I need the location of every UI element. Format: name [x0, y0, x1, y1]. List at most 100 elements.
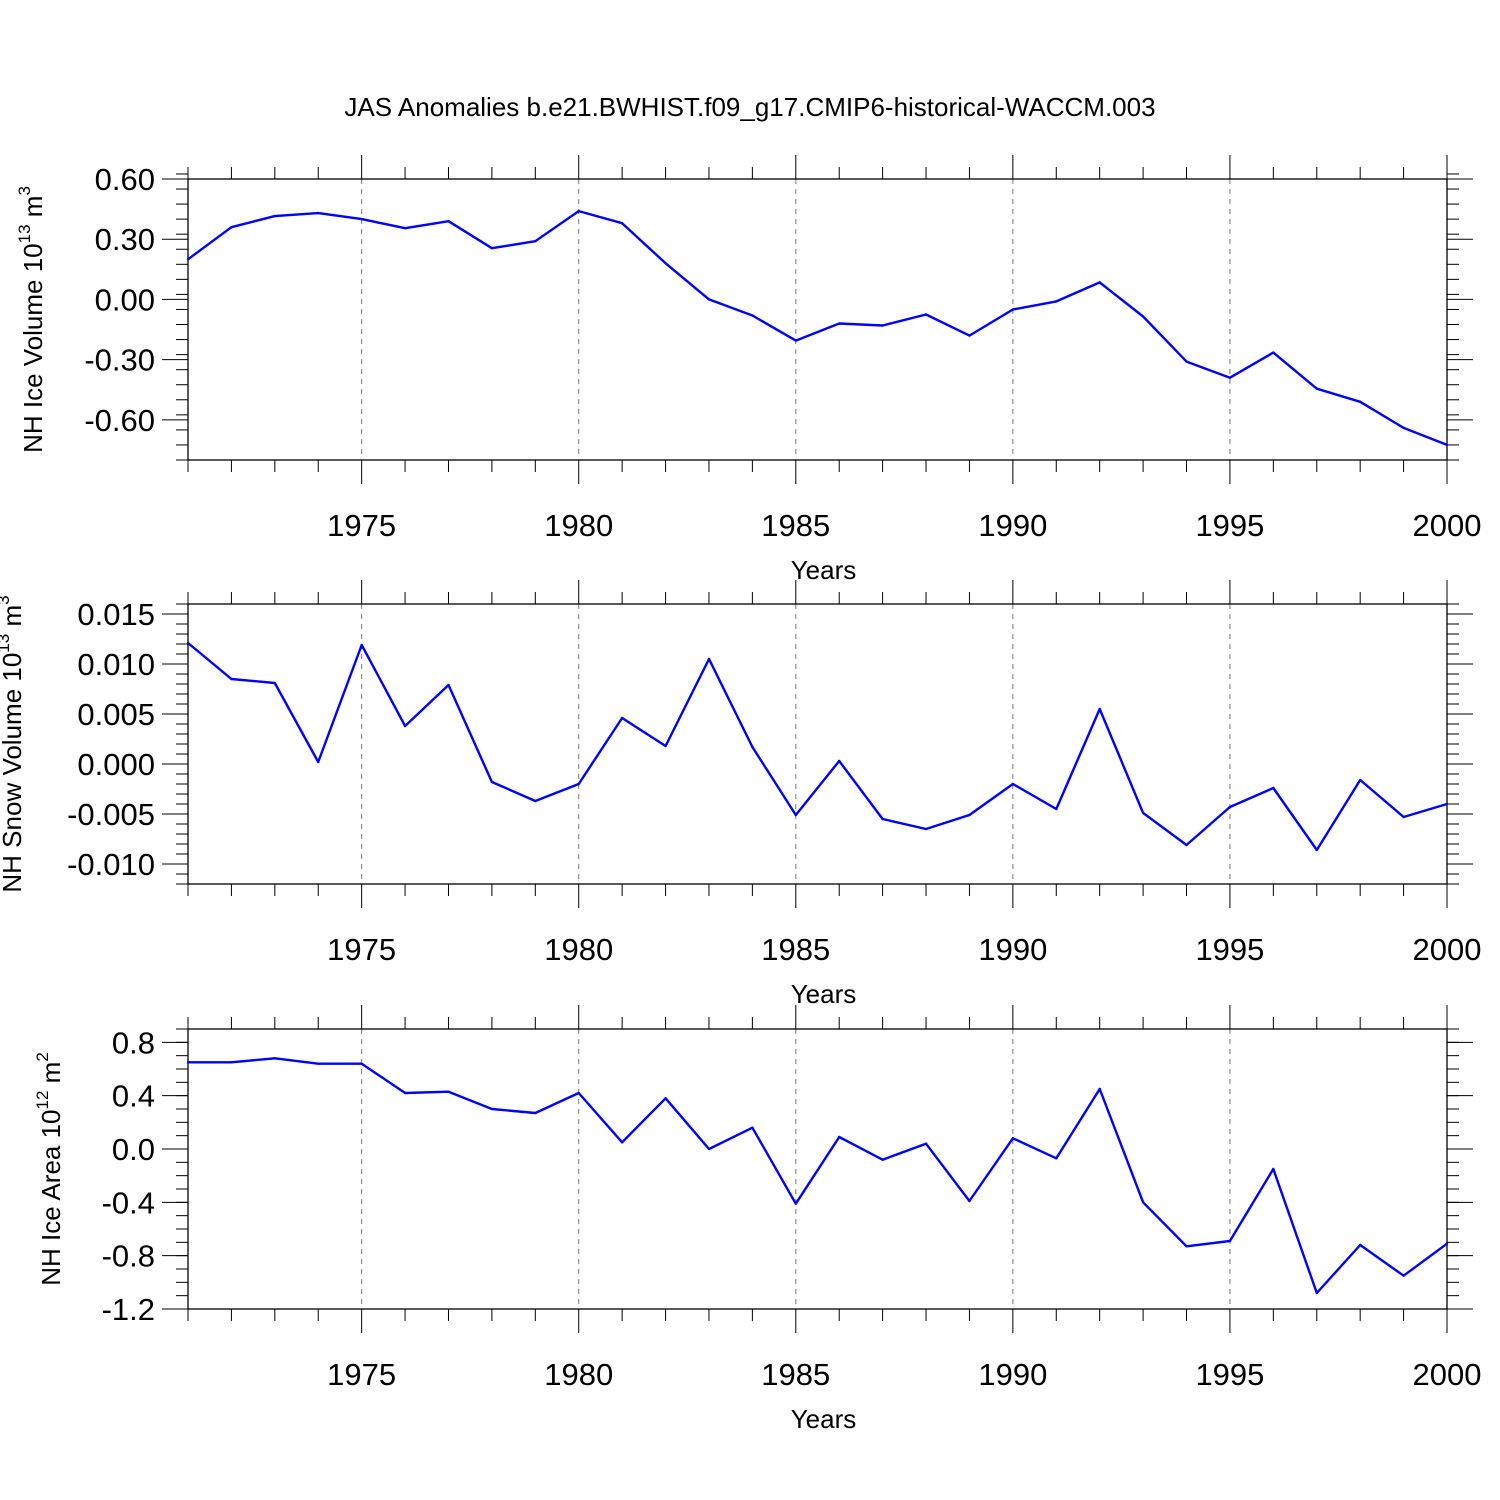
- data-point-1971: [186, 1061, 190, 1064]
- data-point-1985: [794, 813, 797, 817]
- data-point-1982: [664, 262, 667, 265]
- data-point-1991: [1055, 1157, 1058, 1160]
- data-point-1993: [1141, 811, 1145, 815]
- y-tick-label: 0.0: [112, 1132, 155, 1167]
- y-axis-label: NH Ice Area 1012 m2: [33, 1052, 66, 1286]
- data-point-1997: [1315, 1291, 1318, 1295]
- data-point-1973: [273, 214, 277, 218]
- data-point-1998: [1358, 1243, 1362, 1247]
- data-point-1972: [230, 1061, 233, 1064]
- data-point-1992: [1098, 281, 1101, 284]
- data-point-1999: [1402, 1274, 1405, 1277]
- data-point-1980: [577, 209, 580, 213]
- data-point-1987: [881, 1158, 884, 1161]
- y-tick-label: 0.00: [95, 282, 155, 317]
- data-point-1992: [1098, 707, 1101, 711]
- y-tick-label: 0.015: [77, 597, 155, 632]
- data-point-1991: [1055, 300, 1058, 303]
- data-point-1994: [1185, 1245, 1188, 1248]
- data-point-1995: [1228, 805, 1232, 809]
- data-point-1982: [664, 744, 667, 748]
- data-point-1985: [794, 339, 797, 342]
- data-point-1975: [360, 1062, 363, 1065]
- series-line: [187, 642, 1448, 852]
- series-line: [188, 1057, 1448, 1295]
- data-point-1993: [1141, 315, 1145, 318]
- data-point-1996: [1272, 351, 1275, 354]
- data-point-1985: [794, 1202, 797, 1205]
- data-point-1997: [1315, 848, 1318, 852]
- data-point-1995: [1228, 376, 1232, 379]
- data-point-1973: [273, 681, 277, 685]
- x-tick-label-1990: 1990: [978, 508, 1047, 543]
- data-point-1984: [751, 745, 754, 749]
- x-tick-label-1980: 1980: [544, 508, 613, 543]
- data-point-2000: [1445, 802, 1449, 806]
- data-point-1976: [403, 1091, 407, 1095]
- y-tick-label: 0.000: [77, 747, 155, 782]
- data-point-1991: [1055, 807, 1058, 811]
- data-point-1994: [1185, 360, 1188, 363]
- data-point-1986: [838, 322, 841, 325]
- data-point-1989: [968, 813, 971, 817]
- data-point-1982: [664, 1097, 667, 1100]
- plot-frame: [187, 603, 1448, 885]
- data-point-1974: [317, 1062, 320, 1065]
- panel-2: 0.015 0.010 0.005 0.000 -0.005 -0.010 1975 1980…: [0, 580, 1481, 1009]
- data-point-1983: [707, 657, 711, 661]
- y-tick-label: -0.010: [67, 847, 155, 882]
- x-tick-label-2000: 2000: [1413, 1357, 1482, 1392]
- data-point-1989: [968, 334, 971, 337]
- data-point-1986: [838, 759, 841, 763]
- x-tick-label-2000: 2000: [1413, 508, 1482, 543]
- data-point-1996: [1272, 1167, 1275, 1171]
- data-point-1976: [403, 724, 407, 728]
- data-point-1971: [186, 258, 190, 261]
- data-point-1981: [620, 716, 624, 720]
- data-point-1972: [230, 225, 233, 229]
- data-point-1980: [577, 782, 580, 786]
- data-point-1999: [1402, 426, 1405, 430]
- data-point-1984: [751, 314, 754, 317]
- data-point-1992: [1098, 1087, 1101, 1091]
- data-point-1975: [360, 217, 363, 221]
- data-point-1978: [490, 247, 494, 250]
- data-point-1979: [534, 1111, 537, 1115]
- data-point-2000: [1445, 443, 1449, 447]
- data-point-1986: [838, 1135, 841, 1139]
- data-point-1977: [447, 683, 450, 687]
- x-tick-label-1985: 1985: [761, 932, 830, 967]
- data-point-1987: [881, 324, 884, 327]
- x-tick-label-1980: 1980: [544, 1357, 613, 1392]
- data-point-1980: [577, 1091, 580, 1095]
- x-tick-label-1990: 1990: [978, 1357, 1047, 1392]
- x-axis-label: Years: [791, 555, 857, 585]
- series-line: [187, 209, 1448, 447]
- panel-3: 0.8 0.4 0.0 -0.4 -0.8 -1.2 1975 1980 1985 1990 199…: [33, 1005, 1481, 1434]
- y-axis-label: NH Ice Volume 1013 m3: [15, 186, 48, 453]
- x-axis-label: Years: [791, 979, 857, 1009]
- y-tick-label: -1.2: [102, 1292, 155, 1327]
- y-tick-label: -0.60: [84, 403, 155, 438]
- y-tick-label: 0.30: [95, 222, 155, 257]
- data-point-1990: [1011, 782, 1015, 786]
- y-tick-label: 0.8: [112, 1025, 155, 1060]
- x-axis-label: Years: [791, 1404, 857, 1434]
- data-point-1993: [1141, 1201, 1145, 1204]
- y-tick-label: 0.4: [112, 1079, 155, 1114]
- data-point-1988: [924, 1142, 928, 1145]
- data-point-1977: [447, 1090, 450, 1093]
- y-tick-label: 0.010: [77, 647, 155, 682]
- panel-1: 0.60 0.30 0.00 -0.30 -0.60 1975 1980 1985 1990 19…: [15, 155, 1481, 585]
- data-point-1987: [881, 817, 884, 821]
- data-point-1971: [186, 641, 190, 645]
- data-point-1990: [1011, 308, 1015, 311]
- chart-title: JAS Anomalies b.e21.BWHIST.f09_g17.CMIP6…: [344, 92, 1155, 122]
- data-point-1990: [1011, 1137, 1015, 1140]
- data-point-1989: [968, 1199, 971, 1203]
- y-axis-label: NH Snow Volume 1013 m3: [0, 595, 27, 892]
- x-tick-label-1990: 1990: [978, 932, 1047, 967]
- data-point-1998: [1358, 400, 1362, 403]
- y-tick-label: -0.4: [102, 1185, 155, 1220]
